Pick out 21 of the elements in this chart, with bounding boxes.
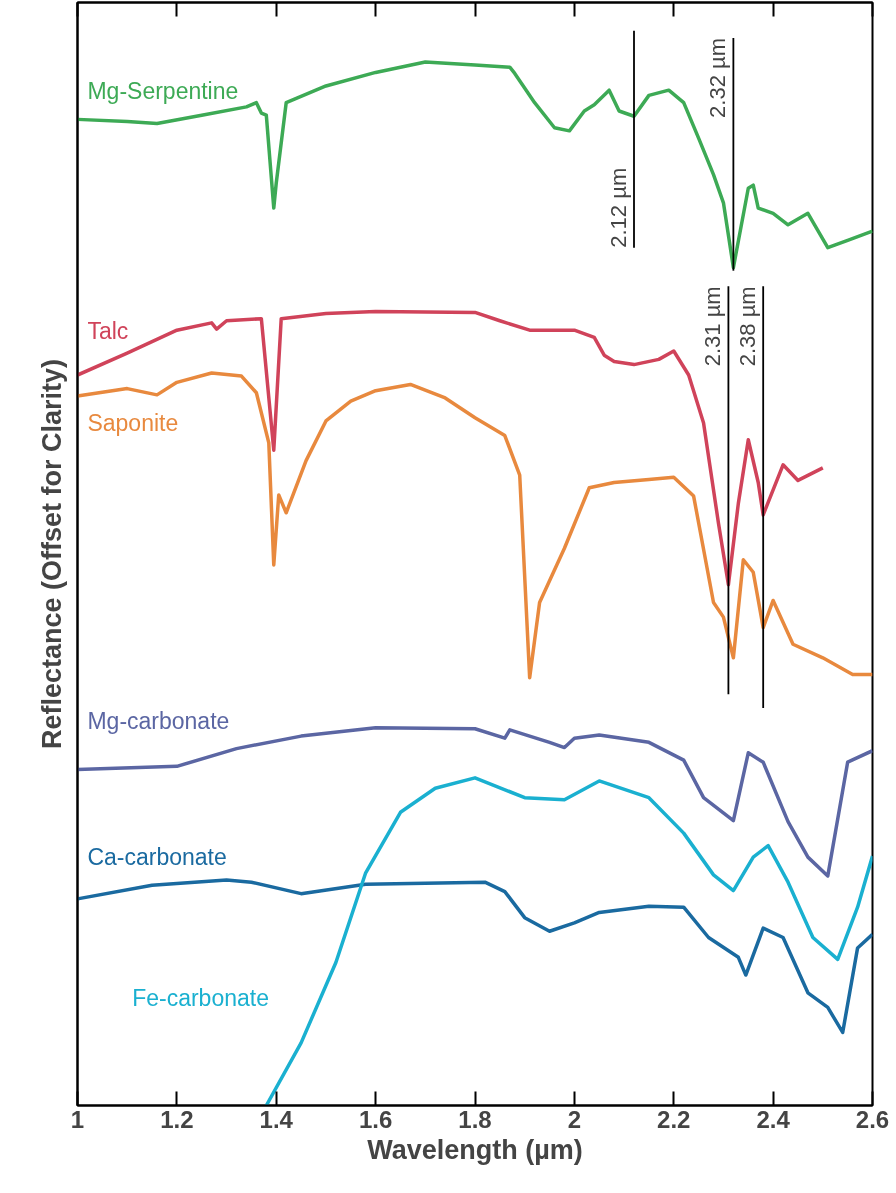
x-tick-label: 1 bbox=[70, 1105, 85, 1133]
x-tick-label: 2.4 bbox=[756, 1105, 791, 1133]
series-label: Mg-carbonate bbox=[87, 708, 230, 735]
series-label: Talc bbox=[87, 318, 129, 345]
series-label: Fe-carbonate bbox=[132, 985, 269, 1012]
x-tick-label: 2 bbox=[567, 1105, 582, 1133]
series-label: Ca-carbonate bbox=[87, 844, 227, 871]
ref-line-label: 2.31 µm bbox=[700, 286, 726, 367]
x-tick-label: 1.8 bbox=[458, 1105, 492, 1133]
x-axis-title: Wavelength (µm) bbox=[367, 1134, 583, 1165]
x-tick-label: 1.2 bbox=[160, 1105, 194, 1133]
x-tick-label: 1.6 bbox=[358, 1105, 393, 1133]
ref-line-label: 2.32 µm bbox=[705, 37, 731, 118]
x-tick-label: 2.2 bbox=[657, 1105, 691, 1133]
x-tick-label: 1.4 bbox=[259, 1105, 294, 1133]
ref-line-label: 2.12 µm bbox=[606, 167, 631, 248]
series-label: Saponite bbox=[87, 410, 179, 437]
y-axis-title: Reflectance (Offset for Clarity) bbox=[36, 358, 67, 750]
x-tick-label: 2.6 bbox=[855, 1105, 890, 1133]
series-label: Mg-Serpentine bbox=[87, 78, 239, 105]
ref-line-label: 2.38 µm bbox=[735, 286, 761, 367]
